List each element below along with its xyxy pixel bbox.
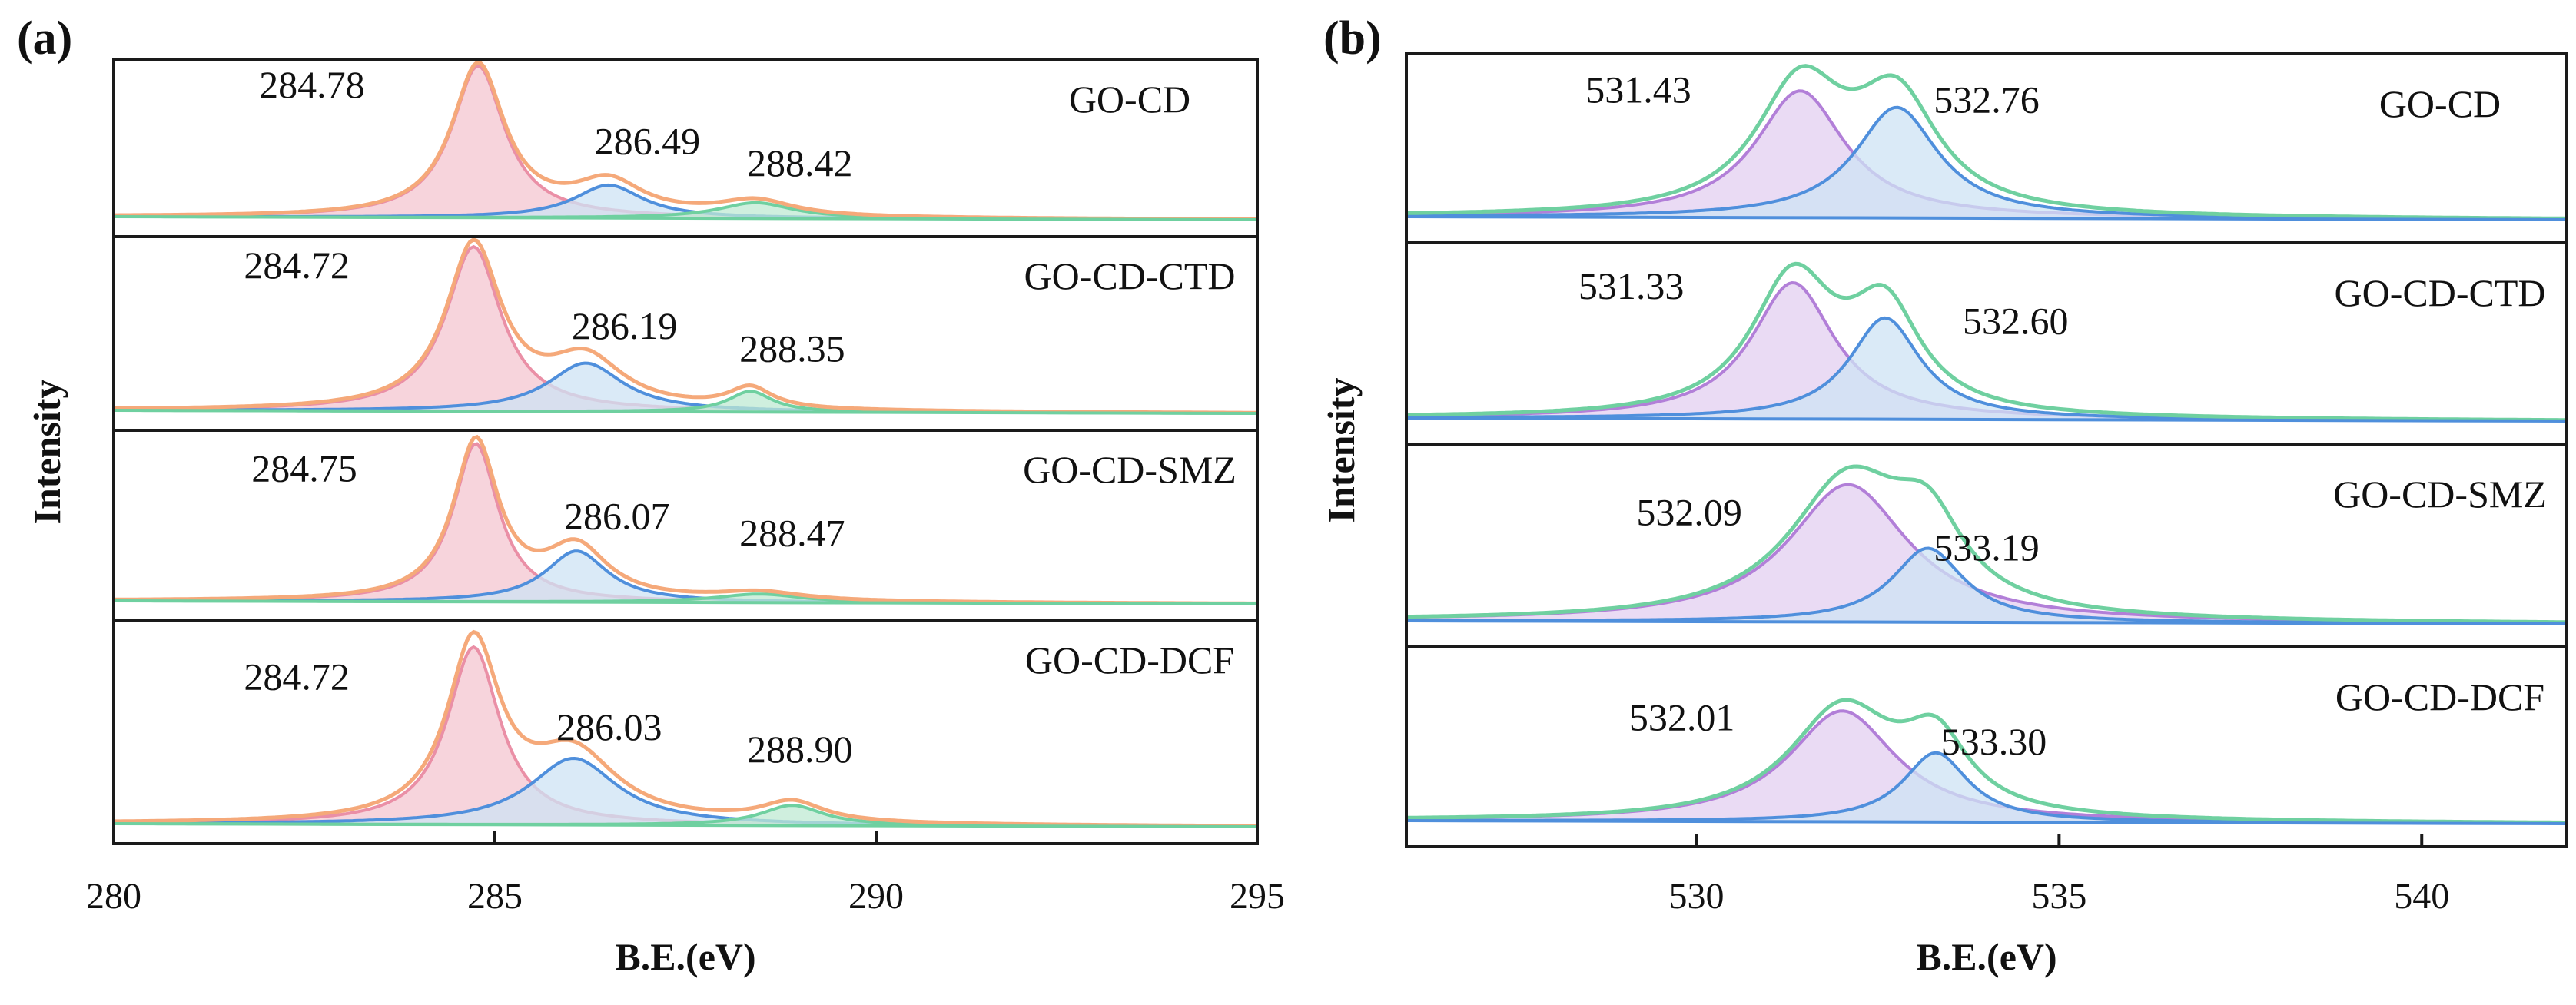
panel-label: (b)	[1323, 12, 1382, 65]
chart-panel-a: (a) Intensity B.E.(eV) GO-CD 284.78 286.49 288…	[17, 12, 1285, 978]
x-tick-label: 290	[848, 876, 904, 917]
x-tick-label: 530	[1669, 876, 1725, 917]
peak-label: 533.30	[1941, 720, 2047, 763]
x-axis-title: B.E.(eV)	[1916, 935, 2056, 978]
sample-name: GO-CD-DCF	[2335, 675, 2544, 718]
peak-label: 286.07	[564, 495, 670, 538]
plot-frame	[112, 58, 1259, 845]
baseline	[1406, 215, 2568, 221]
baseline	[113, 599, 1258, 605]
peak-label: 531.33	[1578, 264, 1685, 307]
peak-label: 284.75	[251, 447, 357, 490]
peak-label: 288.42	[747, 141, 853, 184]
envelope-line	[1406, 464, 2568, 625]
peak-fill	[114, 202, 1257, 220]
envelope-line	[1406, 64, 2568, 221]
envelope-line	[1406, 698, 2567, 824]
baseline	[113, 822, 1258, 828]
peak-label: 531.43	[1585, 68, 1691, 111]
sample-name: GO-CD-CTD	[2335, 271, 2546, 314]
envelope-line	[114, 629, 1257, 828]
sample-name: GO-CD-SMZ	[2333, 473, 2547, 516]
sample-name: GO-CD	[2379, 82, 2501, 125]
spectrum-go-cd-ctd: GO-CD-CTD 531.33 532.60	[1406, 261, 2568, 423]
sample-name: GO-CD-DCF	[1025, 638, 1234, 682]
x-tick-label: 535	[2031, 876, 2086, 917]
baseline	[113, 215, 1258, 221]
spectrum-go-cd-ctd: GO-CD-CTD 284.72 286.19 288.35	[113, 237, 1258, 415]
peak-label: 533.19	[1934, 526, 2040, 569]
spectrum-go-cd-smz: GO-CD-SMZ 284.75 286.07 288.47	[113, 434, 1258, 605]
baseline	[113, 409, 1258, 415]
peak-fill	[1406, 752, 2567, 824]
y-axis-title: Intensity	[25, 380, 68, 525]
spectrum-go-cd: GO-CD 531.43 532.76	[1406, 64, 2568, 221]
spectrum-go-cd-smz: GO-CD-SMZ 532.09 533.19	[1406, 464, 2568, 625]
envelope-line	[1406, 261, 2567, 423]
spectrum-go-cd-dcf: GO-CD-DCF 284.72 286.03 288.90	[113, 629, 1258, 828]
sample-name: GO-CD	[1069, 78, 1190, 121]
peak-label: 284.72	[244, 655, 350, 698]
peak-label: 288.47	[739, 512, 845, 555]
peak-fill	[1406, 548, 2567, 624]
peak-label: 532.60	[1963, 299, 2069, 342]
baseline	[1406, 819, 2568, 825]
x-tick-label: 280	[86, 876, 141, 917]
panel-label: (a)	[17, 12, 72, 65]
baseline	[1406, 619, 2568, 625]
peak-label: 286.03	[556, 705, 662, 748]
peak-label: 286.49	[595, 119, 701, 162]
peak-label: 532.01	[1629, 695, 1735, 738]
peak-label: 284.78	[259, 63, 365, 106]
peak-label: 532.76	[1934, 78, 2040, 121]
plot-frame	[1405, 52, 2568, 848]
peak-fill	[1406, 107, 2567, 220]
x-tick-label: 285	[467, 876, 523, 917]
y-axis-title: Intensity	[1320, 378, 1363, 523]
spectrum-go-cd: GO-CD 284.78 286.49 288.42	[113, 60, 1258, 221]
x-tick-label: 540	[2394, 876, 2449, 917]
sample-name: GO-CD-SMZ	[1023, 448, 1237, 491]
baseline	[1406, 416, 2568, 423]
peak-label: 286.19	[572, 304, 678, 347]
peak-label: 288.35	[739, 327, 845, 370]
spectrum-go-cd-dcf: GO-CD-DCF 532.01 533.30	[1406, 675, 2568, 825]
peak-label: 284.72	[244, 244, 350, 287]
peak-label: 532.09	[1636, 491, 1742, 534]
sample-name: GO-CD-CTD	[1024, 254, 1236, 297]
x-axis-title: B.E.(eV)	[615, 935, 755, 978]
x-tick-label: 295	[1230, 876, 1285, 917]
peak-label: 288.90	[747, 728, 853, 771]
